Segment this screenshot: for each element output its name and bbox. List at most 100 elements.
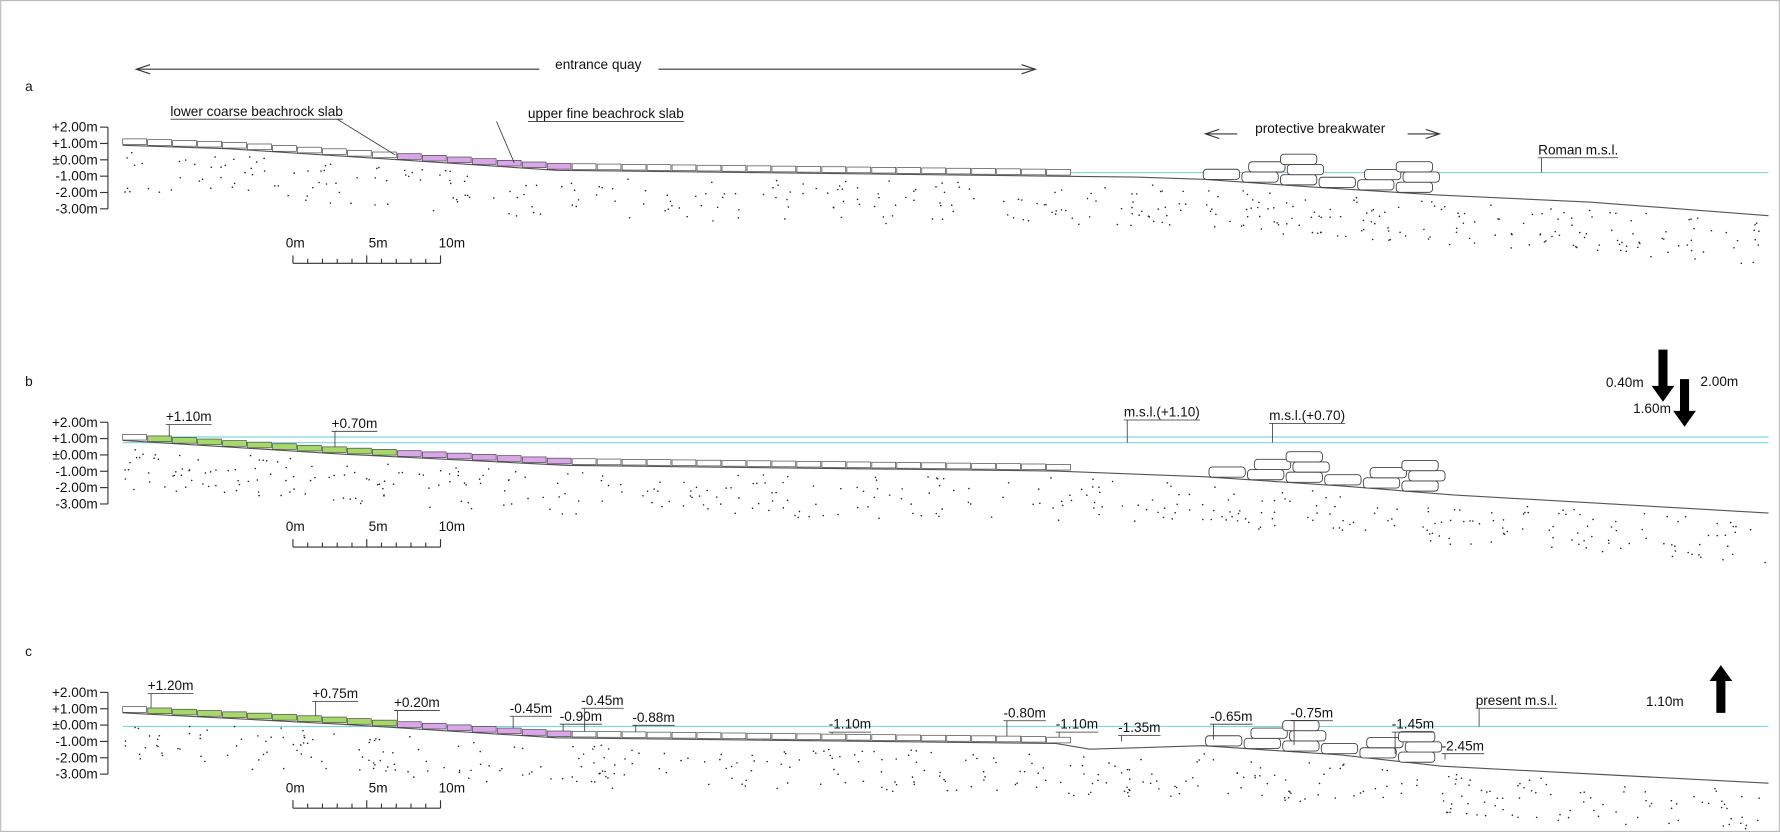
sediment-dot xyxy=(333,733,335,735)
sediment-dot xyxy=(1334,797,1336,799)
sediment-dot xyxy=(1598,244,1600,246)
sediment-dot xyxy=(1252,199,1254,201)
sediment-dot xyxy=(467,175,469,177)
sediment-dot xyxy=(952,211,954,213)
breakwater-block xyxy=(1283,741,1319,751)
sediment-dot xyxy=(722,197,724,199)
sediment-dot xyxy=(1451,803,1453,805)
sediment-dot xyxy=(1121,772,1123,774)
sediment-dot xyxy=(1317,794,1319,796)
sediment-dot xyxy=(1398,206,1400,208)
sediment-dot xyxy=(1504,533,1506,535)
sediment-dot xyxy=(438,484,440,486)
sediment-dot xyxy=(1750,529,1752,531)
breakwater-block xyxy=(1209,467,1245,477)
annotation: upper fine beachrock slab xyxy=(528,106,684,121)
sediment-dot xyxy=(1386,786,1388,788)
sediment-dot xyxy=(699,495,701,497)
sediment-dot xyxy=(1608,539,1610,541)
sediment-dot xyxy=(943,478,945,480)
sediment-dot xyxy=(199,180,201,182)
sediment-dot xyxy=(1273,207,1275,209)
sediment-dot xyxy=(200,734,202,736)
sediment-dot xyxy=(1060,782,1062,784)
sediment-dot xyxy=(501,768,503,770)
sediment-dot xyxy=(808,516,810,518)
sediment-dot xyxy=(1428,238,1430,240)
sediment-dot xyxy=(1591,536,1593,538)
sediment-dot xyxy=(1449,543,1451,545)
sediment-dot xyxy=(522,748,524,750)
sediment-dot xyxy=(426,761,428,763)
sediment-dot xyxy=(598,773,600,775)
sediment-dot xyxy=(784,751,786,753)
sediment-dot xyxy=(1668,823,1670,825)
slab xyxy=(597,164,621,170)
sediment-dot xyxy=(1620,250,1622,252)
sediment-dot xyxy=(1441,521,1443,523)
sediment-dot xyxy=(374,740,376,742)
sediment-dot xyxy=(1454,509,1456,511)
breakwater-block xyxy=(1370,468,1406,478)
sediment-dot xyxy=(256,161,258,163)
sediment-dot xyxy=(1468,784,1470,786)
sediment-dot xyxy=(947,790,949,792)
sediment-dot xyxy=(382,488,384,490)
sediment-dot xyxy=(141,163,143,165)
sediment-dot xyxy=(1756,222,1758,224)
sediment-dot xyxy=(657,490,659,492)
sediment-dot xyxy=(133,489,135,491)
sediment-dot xyxy=(1371,210,1373,212)
sediment-dot xyxy=(346,465,348,467)
sediment-dot xyxy=(953,490,955,492)
sediment-dot xyxy=(503,504,505,506)
sediment-dot xyxy=(1337,235,1339,237)
sediment-dot xyxy=(857,187,859,189)
sediment-dot xyxy=(465,484,467,486)
sediment-dot xyxy=(604,771,606,773)
sediment-dot xyxy=(943,779,945,781)
sediment-dot xyxy=(1366,212,1368,214)
sediment-dot xyxy=(1430,540,1432,542)
sediment-dot xyxy=(374,177,376,179)
sediment-dot xyxy=(1329,216,1331,218)
sediment-dot xyxy=(1388,239,1390,241)
breakwater-block xyxy=(1280,154,1316,164)
sediment-dot xyxy=(1319,783,1321,785)
sediment-dot xyxy=(735,193,737,195)
sediment-dot xyxy=(161,752,163,754)
slab xyxy=(847,734,871,740)
sediment-dot xyxy=(1578,543,1580,545)
sediment-dot xyxy=(162,755,164,757)
sediment-dot xyxy=(1494,805,1496,807)
sediment-dot xyxy=(910,749,912,751)
sediment-dot xyxy=(1617,240,1619,242)
sediment-dot xyxy=(1037,772,1039,774)
sediment-dot xyxy=(1732,553,1734,555)
sediment-dot xyxy=(280,727,282,729)
sediment-dot xyxy=(449,180,451,182)
sediment-dot xyxy=(423,474,425,476)
slab xyxy=(472,159,496,165)
sediment-dot xyxy=(1089,216,1091,218)
level-label: ±0.00m xyxy=(52,152,97,167)
sediment-dot xyxy=(1375,788,1377,790)
sediment-dot xyxy=(522,774,524,776)
sediment-dot xyxy=(1427,507,1429,509)
sediment-dot xyxy=(1541,213,1543,215)
slab xyxy=(297,445,321,451)
sediment-dot xyxy=(1551,546,1553,548)
sediment-dot xyxy=(854,754,856,756)
sediment-dot xyxy=(480,483,482,485)
sediment-dot xyxy=(189,733,191,735)
sediment-dot xyxy=(1013,217,1015,219)
sediment-dot xyxy=(1098,514,1100,516)
sediment-dot xyxy=(789,766,791,768)
sediment-dot xyxy=(614,764,616,766)
slab xyxy=(397,451,421,457)
sediment-dot xyxy=(631,749,633,751)
sediment-dot xyxy=(428,487,430,489)
sediment-dot xyxy=(383,751,385,753)
slab xyxy=(572,459,596,465)
sediment-dot xyxy=(671,205,673,207)
